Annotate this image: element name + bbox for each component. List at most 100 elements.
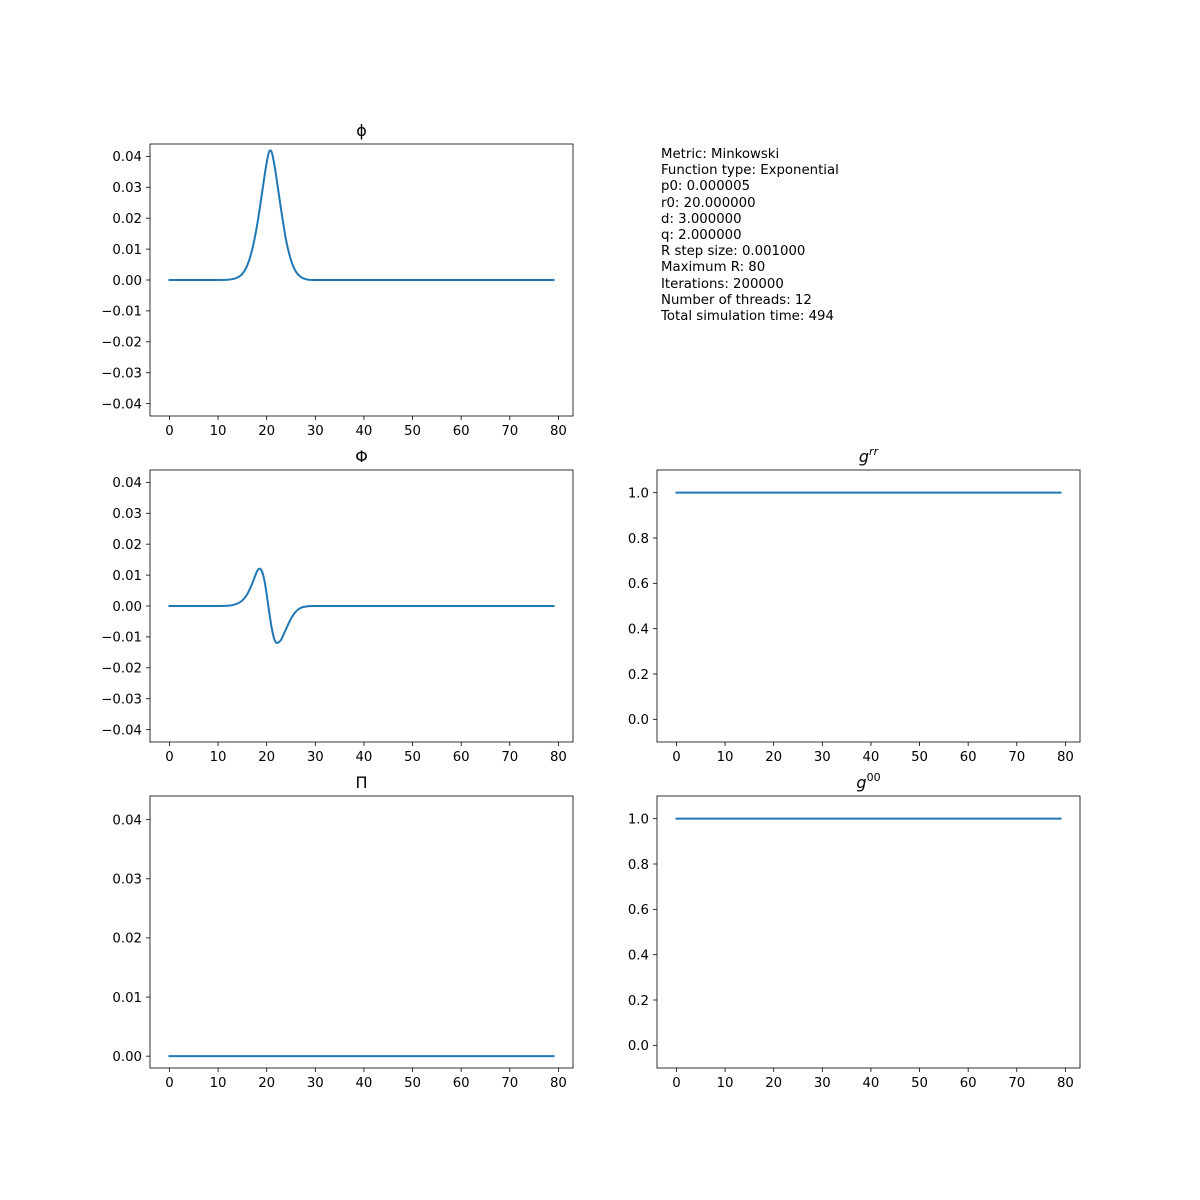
x-tick-label: 10 xyxy=(210,1076,227,1091)
y-tick-label: 0.4 xyxy=(628,948,649,963)
y-tick-label: 0.6 xyxy=(628,577,649,592)
info-q: q: 2.000000 xyxy=(661,228,742,244)
chart-Phi: 0 10 20 30 40 50 60 70 80 −0.04 −0.03 −0.02 −0.01 0.0… xyxy=(101,447,574,765)
x-tick-label: 30 xyxy=(307,750,324,765)
info-d: d: 3.000000 xyxy=(661,211,742,227)
x-tick-label: 30 xyxy=(814,1076,831,1091)
y-tick-label: 0.8 xyxy=(628,532,649,547)
info-p0: p0: 0.000005 xyxy=(661,179,751,195)
x-tick-label: 0 xyxy=(165,424,173,439)
x-tick-label: 70 xyxy=(501,424,518,439)
y-tick-label: −0.03 xyxy=(101,693,142,708)
y-tick-label: 0.02 xyxy=(112,932,142,947)
info-number-of-threads: Number of threads: 12 xyxy=(661,292,812,308)
x-tick-label: 60 xyxy=(453,424,470,439)
chart-title: Π xyxy=(355,773,367,792)
info-total-simulation-time: Total simulation time: 494 xyxy=(661,309,834,325)
x-tick-label: 70 xyxy=(1008,750,1025,765)
chart-Pi: 0 10 20 30 40 50 60 70 80 0.00 0.01 0.02 0.03 0.04 Π xyxy=(112,773,574,1091)
y-tick-label: 0.0 xyxy=(628,713,649,728)
x-tick-label: 30 xyxy=(307,1076,324,1091)
x-tick-label: 70 xyxy=(1008,1076,1025,1091)
x-tick-label: 10 xyxy=(210,750,227,765)
x-tick-label: 80 xyxy=(550,750,567,765)
x-tick-label: 60 xyxy=(453,750,470,765)
chart-title-superscript: 00 xyxy=(867,771,881,784)
chart-g00: 0 10 20 30 40 50 60 70 80 0.0 0.2 0.4 0.6 0.8 1.0 g00 xyxy=(628,771,1081,1091)
y-tick-label: 0.2 xyxy=(628,994,649,1009)
x-tick-label: 50 xyxy=(404,750,421,765)
y-tick-label: −0.03 xyxy=(101,367,142,382)
y-tick-label: −0.04 xyxy=(101,397,142,412)
x-tick-label: 30 xyxy=(814,750,831,765)
y-tick-label: 0.03 xyxy=(112,507,142,522)
y-tick-label: −0.01 xyxy=(101,631,142,646)
x-tick-label: 40 xyxy=(862,1076,879,1091)
x-tick-label: 20 xyxy=(258,1076,275,1091)
y-tick-label: 0.02 xyxy=(112,212,142,227)
x-tick-label: 10 xyxy=(210,424,227,439)
x-tick-label: 0 xyxy=(165,1076,173,1091)
x-tick-label: 20 xyxy=(258,750,275,765)
chart-phi: 0 10 20 30 40 50 60 70 80 −0.04 −0.03 −0.02 −0.01 0.0… xyxy=(101,121,574,439)
chart-title-base: Φ xyxy=(355,447,368,466)
x-tick-label: 50 xyxy=(404,1076,421,1091)
x-tick-label: 40 xyxy=(862,750,879,765)
y-tick-label: 0.01 xyxy=(112,991,142,1006)
chart-grr: 0 10 20 30 40 50 60 70 80 0.0 0.2 0.4 0.6 0.8 1.0 grr xyxy=(628,445,1081,765)
y-tick-label: 0.4 xyxy=(628,622,649,637)
y-tick-label: −0.02 xyxy=(101,336,142,351)
x-tick-label: 50 xyxy=(911,750,928,765)
chart-title-base: g xyxy=(859,447,869,466)
y-tick-label: 0.02 xyxy=(112,538,142,553)
chart-title: Φ xyxy=(355,447,368,466)
y-tick-label: 0.6 xyxy=(628,903,649,918)
x-tick-label: 80 xyxy=(550,424,567,439)
y-tick-label: 0.0 xyxy=(628,1039,649,1054)
x-tick-label: 40 xyxy=(355,1076,372,1091)
chart-title: g00 xyxy=(856,771,880,792)
x-tick-label: 0 xyxy=(165,750,173,765)
x-tick-label: 80 xyxy=(1057,750,1074,765)
x-tick-label: 30 xyxy=(307,424,324,439)
y-tick-label: −0.02 xyxy=(101,662,142,677)
x-tick-label: 50 xyxy=(911,1076,928,1091)
x-tick-label: 20 xyxy=(765,1076,782,1091)
x-tick-label: 0 xyxy=(672,1076,680,1091)
x-tick-label: 60 xyxy=(453,1076,470,1091)
y-tick-label: 0.2 xyxy=(628,668,649,683)
x-tick-label: 80 xyxy=(1057,1076,1074,1091)
y-tick-label: 0.00 xyxy=(112,274,142,289)
simulation-info-panel: Metric: Minkowski Function type: Exponen… xyxy=(661,147,839,325)
series-line-Phi xyxy=(168,567,555,645)
info-maximum-r: Maximum R: 80 xyxy=(661,260,766,276)
y-tick-label: 0.01 xyxy=(112,243,142,258)
y-tick-label: 0.8 xyxy=(628,858,649,873)
y-tick-label: −0.01 xyxy=(101,305,142,320)
chart-title-base: ϕ xyxy=(356,121,367,140)
x-tick-label: 40 xyxy=(355,750,372,765)
info-iterations: Iterations: 200000 xyxy=(661,276,784,292)
info-r-step-size: R step size: 0.001000 xyxy=(661,244,806,260)
x-tick-label: 60 xyxy=(960,1076,977,1091)
y-tick-label: 0.04 xyxy=(112,813,142,828)
axes-frame xyxy=(149,795,574,1069)
x-tick-label: 70 xyxy=(501,1076,518,1091)
info-r0: r0: 20.000000 xyxy=(661,195,756,211)
x-tick-label: 20 xyxy=(258,424,275,439)
y-tick-label: 0.00 xyxy=(112,600,142,615)
y-tick-label: 0.03 xyxy=(112,181,142,196)
y-tick-label: 1.0 xyxy=(628,486,649,501)
chart-title-base: Π xyxy=(355,773,367,792)
chart-title-superscript: rr xyxy=(869,445,880,458)
x-tick-label: 80 xyxy=(550,1076,567,1091)
y-tick-label: 0.04 xyxy=(112,476,142,491)
x-tick-label: 50 xyxy=(404,424,421,439)
x-tick-label: 70 xyxy=(501,750,518,765)
x-tick-label: 40 xyxy=(355,424,372,439)
y-tick-label: 0.04 xyxy=(112,150,142,165)
x-tick-label: 10 xyxy=(717,750,734,765)
axes-frame xyxy=(656,469,1081,743)
x-tick-label: 10 xyxy=(717,1076,734,1091)
